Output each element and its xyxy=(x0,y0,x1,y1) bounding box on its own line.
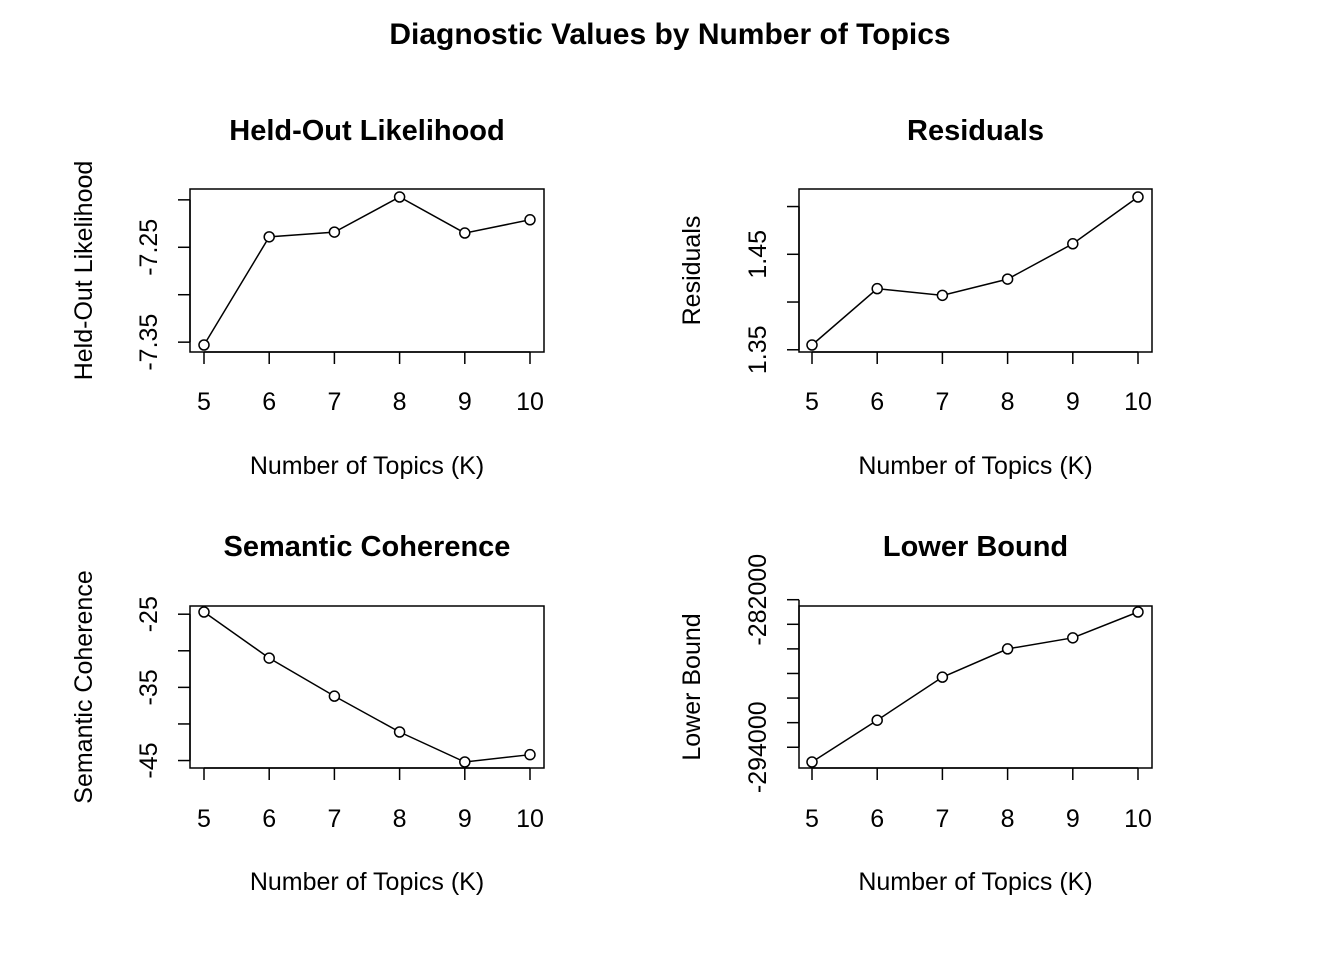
panel-title: Residuals xyxy=(907,115,1044,147)
data-point xyxy=(806,339,818,351)
y-tick-label: 1.35 xyxy=(744,325,772,374)
x-axis-label: Number of Topics (K) xyxy=(858,868,1092,896)
x-tick-label: 9 xyxy=(1066,805,1080,833)
data-point xyxy=(393,191,406,203)
data-point xyxy=(1067,632,1079,644)
x-tick-label: 9 xyxy=(1066,388,1080,416)
y-tick-label: -45 xyxy=(135,742,163,778)
data-point xyxy=(198,339,210,351)
x-tick-label: 8 xyxy=(1001,388,1015,416)
y-axis-label: Held-Out Likelihood xyxy=(70,161,98,381)
x-tick-label: 10 xyxy=(1124,805,1152,833)
x-tick-label: 7 xyxy=(327,388,341,416)
x-axis-label: Number of Topics (K) xyxy=(250,868,484,896)
x-tick-label: 9 xyxy=(458,388,472,416)
x-tick-label: 9 xyxy=(458,805,472,833)
data-point xyxy=(393,726,406,738)
y-axis-label: Semantic Coherence xyxy=(70,570,98,803)
data-point xyxy=(328,690,341,702)
chart-panels: Held-Out Likelihood 5 6 7 8 9 10 -7.35 -7.25 Numb… xyxy=(70,115,1153,896)
series-line xyxy=(811,196,1139,346)
x-tick-label: 8 xyxy=(393,388,407,416)
x-tick-label: 5 xyxy=(805,388,819,416)
data-point xyxy=(1132,191,1144,203)
data-point xyxy=(1001,643,1014,655)
x-tick-label: 5 xyxy=(197,388,211,416)
data-point xyxy=(459,756,471,768)
panel-title: Semantic Coherence xyxy=(224,531,511,563)
data-point xyxy=(871,714,883,726)
y-axis-label: Residuals xyxy=(678,216,706,326)
data-point xyxy=(328,226,341,238)
data-point xyxy=(936,289,949,302)
x-axis-label: Number of Topics (K) xyxy=(858,452,1092,480)
y-tick-label: 1.45 xyxy=(744,230,772,279)
y-tick-label: -7.25 xyxy=(135,219,163,276)
chart-panel: Held-Out Likelihood 5 6 7 8 9 10 -7.35 -7.25 Numb… xyxy=(70,115,545,480)
x-tick-label: 7 xyxy=(327,805,341,833)
data-point xyxy=(459,227,471,239)
x-tick-label: 8 xyxy=(1001,805,1015,833)
y-tick-label: -294000 xyxy=(744,701,772,793)
panel-title: Held-Out Likelihood xyxy=(229,115,505,147)
data-point xyxy=(1132,606,1144,618)
chart-panel: Lower Bound 5 6 7 8 9 10 -294000 -282000 Number o… xyxy=(678,531,1153,896)
series-line xyxy=(203,611,531,763)
x-axis-label: Number of Topics (K) xyxy=(250,452,484,480)
data-point xyxy=(806,756,818,768)
x-tick-label: 6 xyxy=(870,805,884,833)
chart-panel: Residuals 5 6 7 8 9 10 1.35 1.45 Number of Topics… xyxy=(678,115,1153,480)
series-line xyxy=(203,196,531,346)
chart-panel: Semantic Coherence 5 6 7 8 9 10 -45 -35 -25 Number… xyxy=(70,531,545,896)
panel-title: Lower Bound xyxy=(883,531,1068,563)
data-point xyxy=(263,231,275,243)
y-tick-label: -35 xyxy=(135,669,163,705)
data-point xyxy=(936,671,949,683)
plot-frame xyxy=(189,605,545,769)
x-tick-label: 10 xyxy=(516,805,544,833)
y-tick-label: -282000 xyxy=(744,554,772,646)
series-line xyxy=(811,611,1139,763)
data-point xyxy=(198,606,210,618)
plot-frame xyxy=(798,605,1153,769)
x-tick-label: 6 xyxy=(870,388,884,416)
plot-frame xyxy=(798,188,1153,353)
data-point xyxy=(871,282,883,295)
x-tick-label: 7 xyxy=(935,805,949,833)
data-point xyxy=(524,214,536,226)
y-tick-label: -25 xyxy=(135,596,163,632)
x-tick-label: 8 xyxy=(393,805,407,833)
x-tick-label: 6 xyxy=(262,388,276,416)
y-tick-label: -7.35 xyxy=(135,314,163,371)
x-tick-label: 7 xyxy=(935,388,949,416)
data-point xyxy=(1001,273,1014,285)
x-tick-label: 6 xyxy=(262,805,276,833)
x-tick-label: 10 xyxy=(1124,388,1152,416)
data-point xyxy=(263,652,275,664)
x-tick-label: 5 xyxy=(805,805,819,833)
x-tick-label: 5 xyxy=(197,805,211,833)
y-axis-label: Lower Bound xyxy=(678,613,706,760)
figure-title: Diagnostic Values by Number of Topics xyxy=(389,18,950,51)
data-point xyxy=(1067,238,1079,250)
x-tick-label: 10 xyxy=(516,388,544,416)
plot-frame xyxy=(189,188,545,353)
data-point xyxy=(524,748,536,761)
